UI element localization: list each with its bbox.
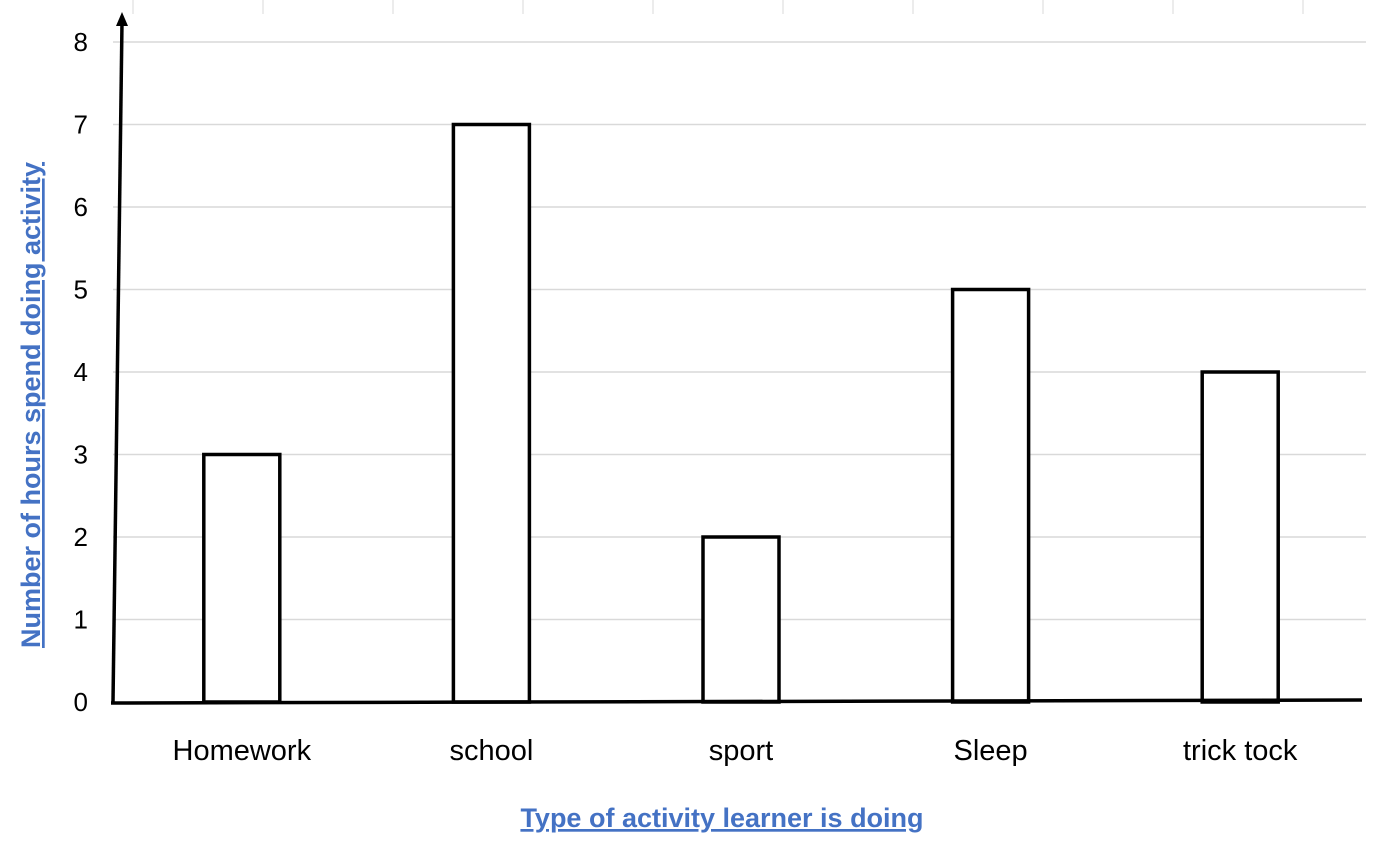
x-category-label: trick tock — [1183, 735, 1298, 767]
y-tick-label: 5 — [74, 275, 88, 305]
bar-sport — [701, 535, 781, 704]
x-axis-line — [110, 698, 1363, 705]
y-tick-label: 3 — [74, 440, 88, 470]
y-tick-label: 2 — [74, 522, 88, 552]
y-tick-label: 0 — [74, 687, 88, 717]
x-category-label: sport — [709, 735, 773, 767]
bar-trick-tock — [1200, 370, 1280, 704]
y-tick-label: 7 — [74, 110, 88, 140]
y-axis-arrowhead — [116, 12, 128, 26]
bars — [202, 122, 1280, 704]
y-axis-title: Number of hours spend doing activity — [16, 162, 46, 648]
spreadsheet-column-gridlines — [132, 0, 1304, 14]
horizontal-gridlines — [113, 41, 1366, 621]
bar-sleep — [950, 287, 1031, 704]
bar-homework — [202, 452, 282, 704]
bar-school — [451, 122, 532, 704]
y-tick-labels: 0 1 2 3 4 5 6 7 8 — [74, 27, 88, 717]
y-tick-label: 4 — [74, 357, 88, 387]
y-axis-line — [111, 21, 124, 703]
x-axis-title: Type of activity learner is doing — [520, 803, 923, 833]
y-tick-label: 1 — [74, 605, 88, 635]
x-category-label: school — [449, 735, 533, 767]
x-category-labels: Homework school sport Sleep trick tock — [173, 735, 1298, 767]
y-tick-label: 8 — [74, 27, 88, 57]
x-category-label: Sleep — [954, 735, 1028, 767]
x-category-label: Homework — [173, 735, 312, 767]
y-tick-label: 6 — [74, 192, 88, 222]
